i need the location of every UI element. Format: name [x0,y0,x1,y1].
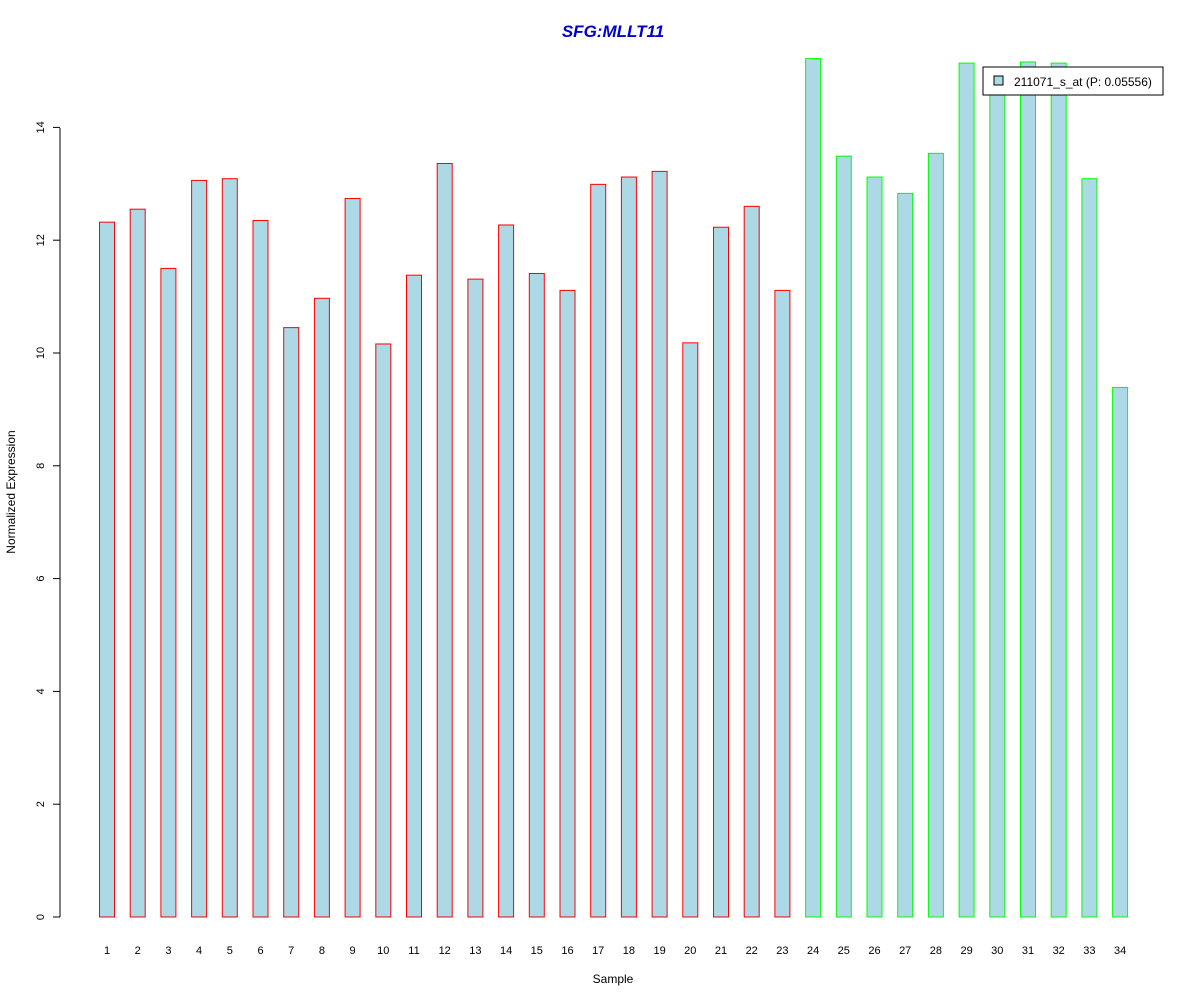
x-tick-label: 27 [899,945,911,957]
x-tick-label: 30 [991,945,1003,957]
x-tick-label: 10 [377,945,389,957]
bar-sample-7 [283,327,300,918]
legend: 211071_s_at (P: 0.05556) [982,66,1164,96]
x-tick-label: 5 [227,945,233,957]
bar-sample-9 [344,197,361,918]
x-tick-label: 9 [350,945,356,957]
bar-sample-22 [743,205,760,918]
y-tick-label: 12 [35,234,47,246]
x-tick-label: 2 [135,945,141,957]
bar-sample-25 [835,155,852,918]
x-tick-label: 23 [776,945,788,957]
x-tick-label: 32 [1053,945,1065,957]
x-tick-label: 6 [257,945,263,957]
bar-sample-2 [129,208,146,918]
bar-sample-4 [191,179,208,918]
bar-sample-24 [805,58,822,918]
x-tick-label: 15 [531,945,543,957]
bar-sample-8 [313,297,330,918]
legend-box [982,66,1164,96]
x-tick-label: 25 [838,945,850,957]
y-axis: 0 2 4 6 8 10 12 14 [35,121,61,920]
bar-sample-6 [252,219,269,918]
x-tick-label: 21 [715,945,727,957]
x-tick-label: 26 [868,945,880,957]
x-tick-label: 16 [561,945,573,957]
x-tick-label: 28 [930,945,942,957]
bar-sample-32 [1050,62,1067,918]
bar-sample-10 [375,343,392,918]
bar-sample-5 [221,178,238,918]
y-tick-label: 10 [35,347,47,359]
bar-sample-15 [528,272,545,918]
x-tick-label: 13 [469,945,481,957]
bar-sample-18 [620,176,637,918]
y-axis-label: Normalized Expression [4,430,18,553]
x-tick-label: 11 [408,945,419,957]
bar-sample-28 [927,152,944,918]
legend-swatch [993,75,1004,86]
bar-sample-27 [897,192,914,918]
bar-sample-26 [866,176,883,918]
bar-sample-16 [559,289,576,918]
bar-sample-17 [590,183,607,918]
bar-sample-11 [406,274,422,918]
x-tick-label: 8 [319,945,325,957]
bar-sample-13 [467,278,484,918]
bar-sample-3 [160,267,177,918]
x-tick-label: 17 [592,945,604,957]
y-tick-label: 14 [35,121,47,133]
x-tick-label: 7 [288,945,294,957]
x-axis-label: Sample [593,972,634,986]
x-tick-labels: 1 2 3 4 5 6 7 8 9 10 11 12 13 14 15 16 17 18 19 20 21 22 23 24 2… [104,945,1126,957]
chart-title: SFG:MLLT11 [562,22,664,41]
x-tick-label: 29 [960,945,972,957]
bar-sample-33 [1081,178,1098,918]
x-tick-label: 31 [1022,945,1034,957]
x-tick-label: 4 [196,945,202,957]
x-tick-label: 22 [746,945,758,957]
bar-sample-30 [989,90,1006,918]
bar-sample-34 [1112,386,1129,918]
x-tick-label: 12 [439,945,451,957]
x-tick-label: 1 [104,945,110,957]
bar-sample-14 [498,224,515,918]
x-tick-label: 20 [684,945,696,957]
bar-sample-19 [651,170,668,918]
x-tick-label: 18 [623,945,635,957]
y-tick-label: 2 [35,801,47,807]
bar-sample-29 [958,62,975,918]
bars-group [99,58,1129,918]
bar-sample-31 [1020,61,1036,918]
legend-label: 211071_s_at (P: 0.05556) [1014,75,1152,89]
bar-sample-12 [436,162,453,918]
y-tick-label: 6 [35,576,47,582]
y-tick-label: 4 [35,688,47,694]
bar-sample-20 [682,342,699,918]
bar-sample-23 [774,289,791,918]
x-tick-label: 19 [653,945,665,957]
x-tick-label: 34 [1114,945,1126,957]
y-tick-label: 8 [35,463,47,469]
x-tick-label: 3 [165,945,171,957]
bar-sample-21 [713,226,729,918]
bar-sample-1 [99,221,115,918]
y-tick-label: 0 [35,914,47,920]
x-tick-label: 33 [1083,945,1095,957]
x-tick-label: 14 [500,945,512,957]
x-tick-label: 24 [807,945,819,957]
